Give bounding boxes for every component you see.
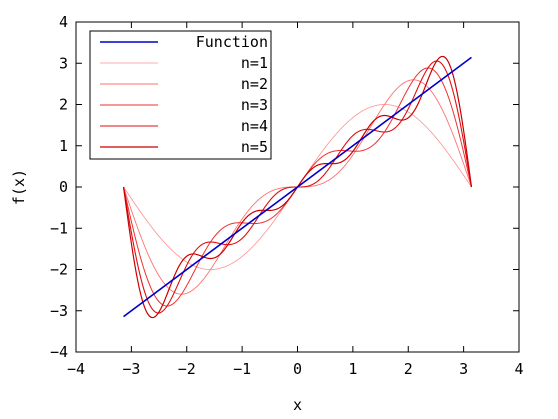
legend-box [89,30,272,160]
x-tick-label: −2 [178,360,196,378]
legend-label: Function [196,33,268,51]
x-tick-label: 3 [459,360,468,378]
y-tick-label: 1 [59,137,68,155]
x-tick-label: 0 [293,360,302,378]
x-tick-label: 4 [514,360,523,378]
legend-label: n=1 [241,54,268,72]
series-line-function [123,56,472,318]
x-tick-label: 2 [404,360,413,378]
x-tick-label: 1 [348,360,357,378]
y-tick-label: 0 [59,178,68,196]
ticks [76,22,519,352]
legend-label: n=3 [241,96,268,114]
y-tick-label: 3 [59,54,68,72]
tick-labels: −4 −3 −2 −1 0 1 2 3 4 −4 −3 −2 −1 0 1 2 3 4 [50,13,524,378]
legend-label: n=5 [241,138,268,156]
y-tick-label: −4 [50,343,68,361]
series-lines [122,55,473,319]
y-tick-label: 2 [59,96,68,114]
legend: Function n=1 n=2 n=3 n=4 n=5 [89,30,272,160]
y-tick-label: −2 [50,261,68,279]
y-tick-label: −3 [50,302,68,320]
y-tick-label: −1 [50,219,68,237]
legend-label: n=2 [241,75,268,93]
x-tick-label: −4 [67,360,85,378]
y-axis-label: f(x) [10,169,28,205]
x-axis-label: x [293,396,302,414]
x-tick-label: −1 [233,360,251,378]
legend-label: n=4 [241,117,268,135]
y-tick-label: 4 [59,13,68,31]
x-tick-label: −3 [122,360,140,378]
